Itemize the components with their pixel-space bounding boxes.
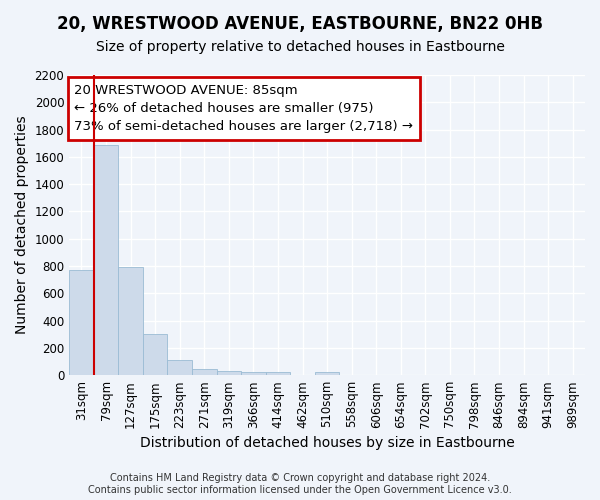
Text: Contains HM Land Registry data © Crown copyright and database right 2024.
Contai: Contains HM Land Registry data © Crown c… — [88, 474, 512, 495]
Bar — [69, 270, 94, 375]
Bar — [143, 334, 167, 375]
Y-axis label: Number of detached properties: Number of detached properties — [15, 116, 29, 334]
Bar — [118, 266, 143, 375]
Text: Size of property relative to detached houses in Eastbourne: Size of property relative to detached ho… — [95, 40, 505, 54]
Bar — [167, 360, 192, 375]
Bar — [192, 370, 217, 375]
Text: 20 WRESTWOOD AVENUE: 85sqm
← 26% of detached houses are smaller (975)
73% of sem: 20 WRESTWOOD AVENUE: 85sqm ← 26% of deta… — [74, 84, 413, 133]
Bar — [217, 371, 241, 375]
X-axis label: Distribution of detached houses by size in Eastbourne: Distribution of detached houses by size … — [140, 436, 514, 450]
Bar — [266, 372, 290, 375]
Bar — [315, 372, 340, 375]
Text: 20, WRESTWOOD AVENUE, EASTBOURNE, BN22 0HB: 20, WRESTWOOD AVENUE, EASTBOURNE, BN22 0… — [57, 15, 543, 33]
Bar — [94, 144, 118, 375]
Bar — [241, 372, 266, 375]
